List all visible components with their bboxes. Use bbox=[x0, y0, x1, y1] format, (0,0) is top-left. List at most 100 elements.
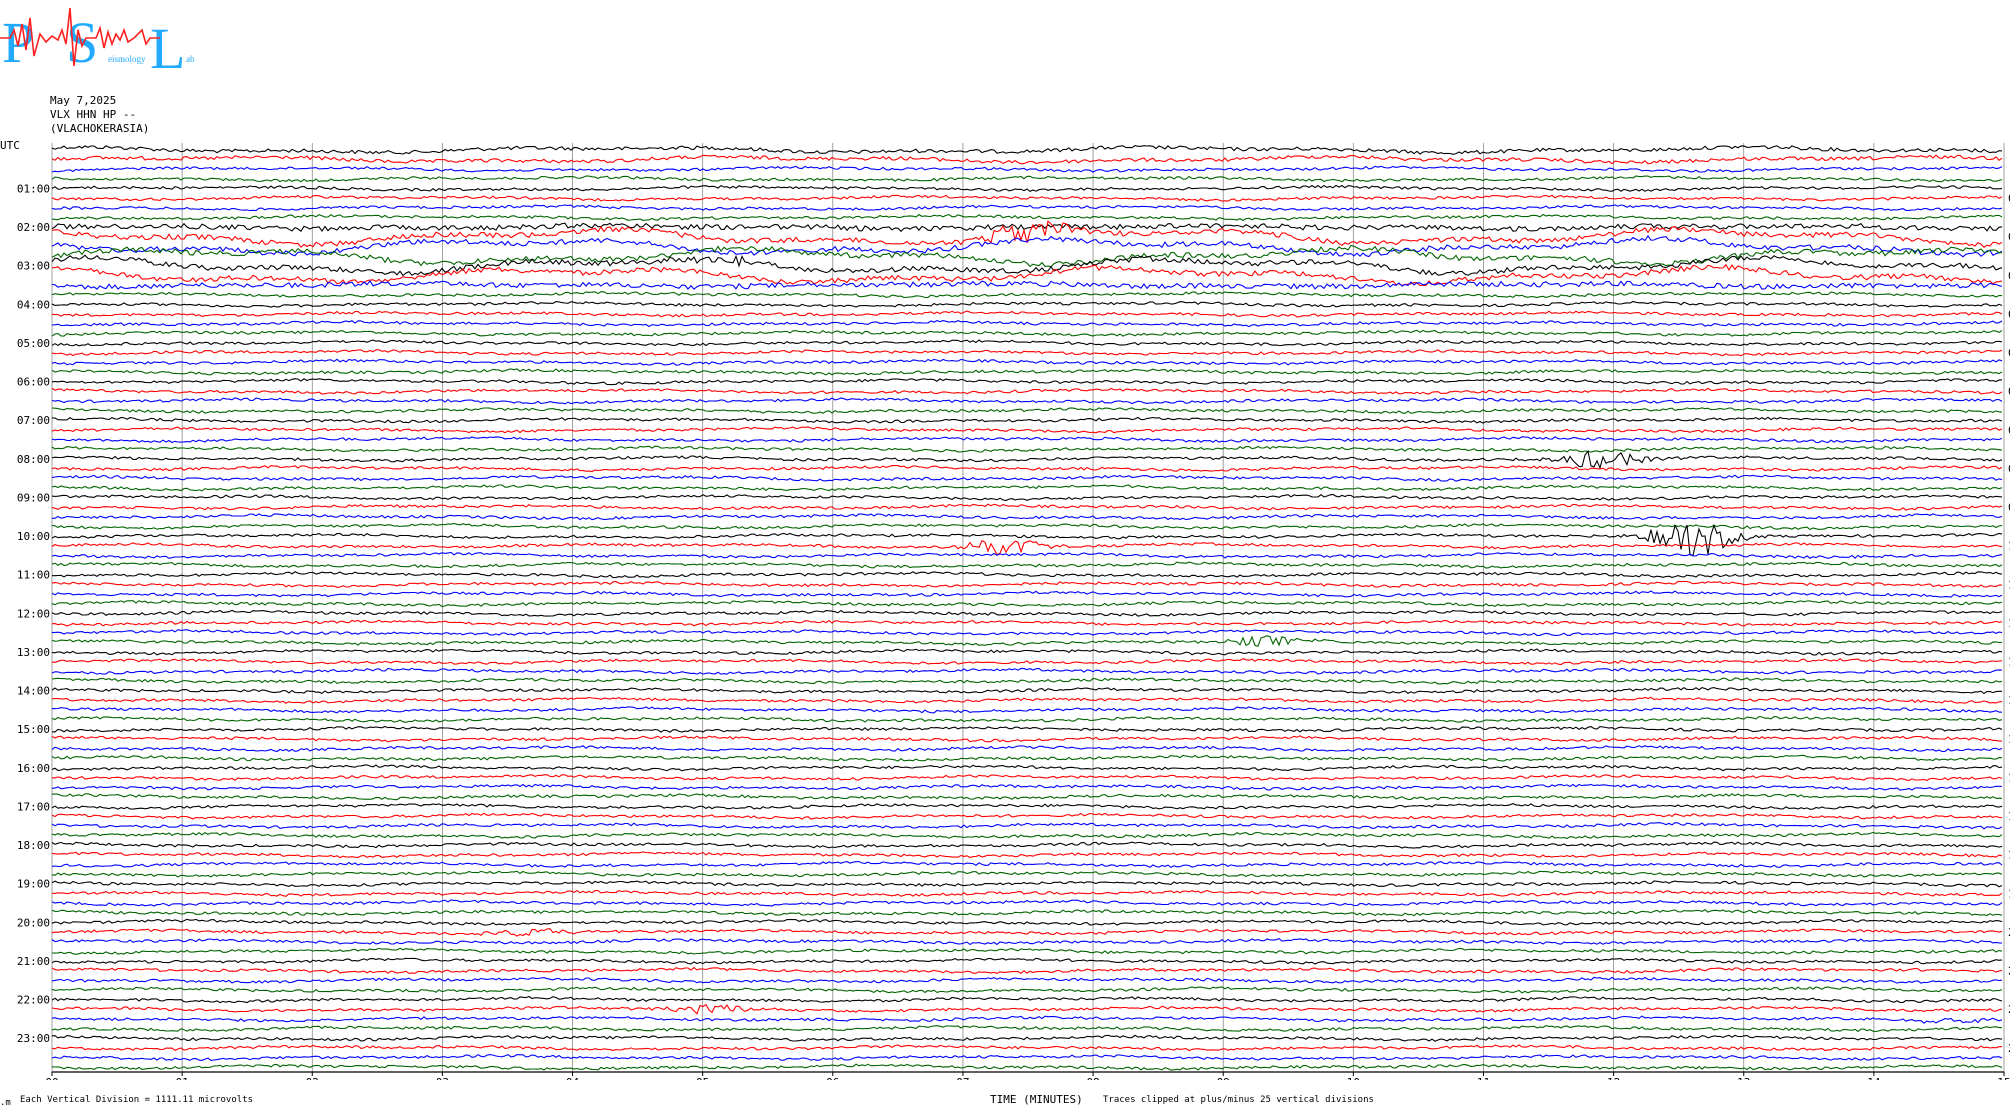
x-tick-label: 03 bbox=[436, 1076, 449, 1080]
right-time-label: 06:15 bbox=[2008, 385, 2010, 398]
left-time-label: 23:00 bbox=[17, 1032, 50, 1045]
seismic-trace bbox=[51, 436, 2003, 444]
x-axis-title: TIME (MINUTES) bbox=[990, 1093, 1083, 1106]
seismic-trace bbox=[51, 754, 2003, 762]
right-time-label: 21:15 bbox=[2008, 965, 2010, 978]
x-tick-label: 06 bbox=[826, 1076, 839, 1080]
left-time-label: 03:00 bbox=[17, 260, 50, 273]
left-time-label: 14:00 bbox=[17, 685, 50, 698]
seismic-trace bbox=[51, 310, 2003, 318]
seismic-trace bbox=[51, 358, 2003, 366]
seismic-trace bbox=[51, 899, 2003, 907]
clip-note: Traces clipped at plus/minus 25 vertical… bbox=[1103, 1095, 1374, 1105]
seismic-trace bbox=[51, 995, 2003, 1004]
left-time-label: 16:00 bbox=[17, 762, 50, 775]
seismic-trace bbox=[51, 244, 2003, 268]
right-time-label: 12:15 bbox=[2008, 617, 2010, 630]
seismic-trace bbox=[51, 368, 2003, 376]
seismic-trace bbox=[51, 291, 2003, 299]
right-time-label: 08:15 bbox=[2008, 462, 2010, 475]
logo-word-seismology: eismology bbox=[108, 54, 146, 64]
seismic-trace bbox=[51, 464, 2003, 473]
seismic-trace bbox=[51, 300, 2003, 308]
x-tick-label: 08 bbox=[1086, 1076, 1099, 1080]
seismic-trace bbox=[51, 937, 2003, 946]
seismic-trace bbox=[51, 764, 2003, 772]
seismic-trace bbox=[51, 426, 2003, 434]
seismic-trace bbox=[51, 387, 2003, 395]
seismic-trace bbox=[52, 793, 2003, 801]
left-time-label: 22:00 bbox=[17, 994, 50, 1007]
x-tick-label: 15 bbox=[1997, 1076, 2010, 1080]
right-time-label: 09:15 bbox=[2008, 501, 2010, 514]
x-tick-label: 14 bbox=[1867, 1076, 1881, 1080]
seismic-trace bbox=[51, 783, 2003, 791]
seismic-trace bbox=[51, 686, 2002, 695]
left-time-label: 02:00 bbox=[17, 221, 50, 234]
seismic-trace bbox=[51, 234, 2003, 258]
seismic-trace bbox=[51, 870, 2003, 878]
seismic-trace bbox=[51, 254, 2003, 277]
seismic-trace bbox=[51, 539, 2003, 556]
seismic-trace bbox=[51, 175, 2003, 183]
seismic-trace bbox=[52, 571, 2003, 579]
seismic-trace bbox=[51, 909, 2003, 917]
x-tick-label: 04 bbox=[566, 1076, 580, 1080]
seismic-trace bbox=[51, 329, 2003, 337]
seismic-trace bbox=[51, 493, 2003, 502]
seismic-trace bbox=[51, 851, 2003, 859]
seismic-trace bbox=[51, 165, 2003, 173]
seismic-trace bbox=[51, 145, 2003, 155]
seismic-trace bbox=[51, 450, 2003, 470]
seismic-trace bbox=[51, 957, 2003, 965]
seismic-trace bbox=[51, 976, 2003, 984]
seismic-trace bbox=[51, 619, 2003, 627]
x-tick-label: 01 bbox=[176, 1076, 189, 1080]
seismic-trace bbox=[51, 280, 2003, 290]
seismic-trace bbox=[51, 803, 2003, 810]
x-tick-label: 10 bbox=[1347, 1076, 1360, 1080]
right-time-label: 17:15 bbox=[2008, 810, 2010, 823]
seismic-trace bbox=[51, 320, 2003, 328]
helicorder-plot: 00010203040506070809101112131415UTCUTC01… bbox=[0, 139, 2010, 1080]
seismic-trace bbox=[51, 735, 2003, 743]
right-time-label: 05:15 bbox=[2008, 347, 2010, 360]
seismic-trace bbox=[51, 220, 2003, 249]
left-time-label: 10:00 bbox=[17, 530, 50, 543]
seismic-trace bbox=[51, 1044, 2003, 1052]
seismic-trace bbox=[51, 204, 2003, 212]
seismic-trace bbox=[51, 445, 2003, 453]
left-time-label: 18:00 bbox=[17, 839, 50, 852]
right-time-label: 22:15 bbox=[2008, 1003, 2010, 1016]
seismic-trace bbox=[51, 774, 2003, 782]
left-time-label: 08:00 bbox=[17, 453, 50, 466]
scale-note: Each Vertical Division = 1111.11 microvo… bbox=[20, 1095, 253, 1105]
right-time-label: 07:15 bbox=[2008, 424, 2010, 437]
seismic-trace bbox=[51, 213, 2003, 222]
seismic-trace bbox=[51, 184, 2003, 193]
right-time-label: 04:15 bbox=[2008, 308, 2010, 321]
right-time-label: 15:15 bbox=[2008, 733, 2010, 746]
seismic-trace bbox=[51, 648, 2003, 656]
seismic-trace bbox=[51, 194, 2003, 202]
seismic-trace bbox=[51, 1015, 2003, 1024]
x-tick-label: 13 bbox=[1737, 1076, 1750, 1080]
seismic-trace bbox=[51, 831, 2003, 840]
seismic-trace bbox=[51, 635, 2003, 647]
seismic-trace bbox=[51, 513, 2003, 521]
seismic-trace bbox=[51, 889, 2003, 897]
logo-seismogram-icon bbox=[0, 7, 160, 67]
seismic-trace bbox=[51, 658, 2003, 666]
seismic-trace bbox=[51, 860, 2003, 869]
header-station: VLX HHN HP -- bbox=[50, 108, 137, 121]
psl-logo: P S L eismology ab bbox=[0, 7, 195, 72]
seismic-trace bbox=[51, 551, 2003, 559]
header-date: May 7,2025 bbox=[50, 94, 117, 107]
x-tick-label: 12 bbox=[1607, 1076, 1620, 1080]
seismic-trace bbox=[51, 841, 2003, 849]
left-time-label: 07:00 bbox=[17, 414, 50, 427]
seismic-trace bbox=[51, 339, 2003, 347]
seismic-trace bbox=[51, 629, 2003, 637]
seismic-trace bbox=[51, 609, 2003, 617]
right-time-label: 13:15 bbox=[2008, 656, 2010, 669]
